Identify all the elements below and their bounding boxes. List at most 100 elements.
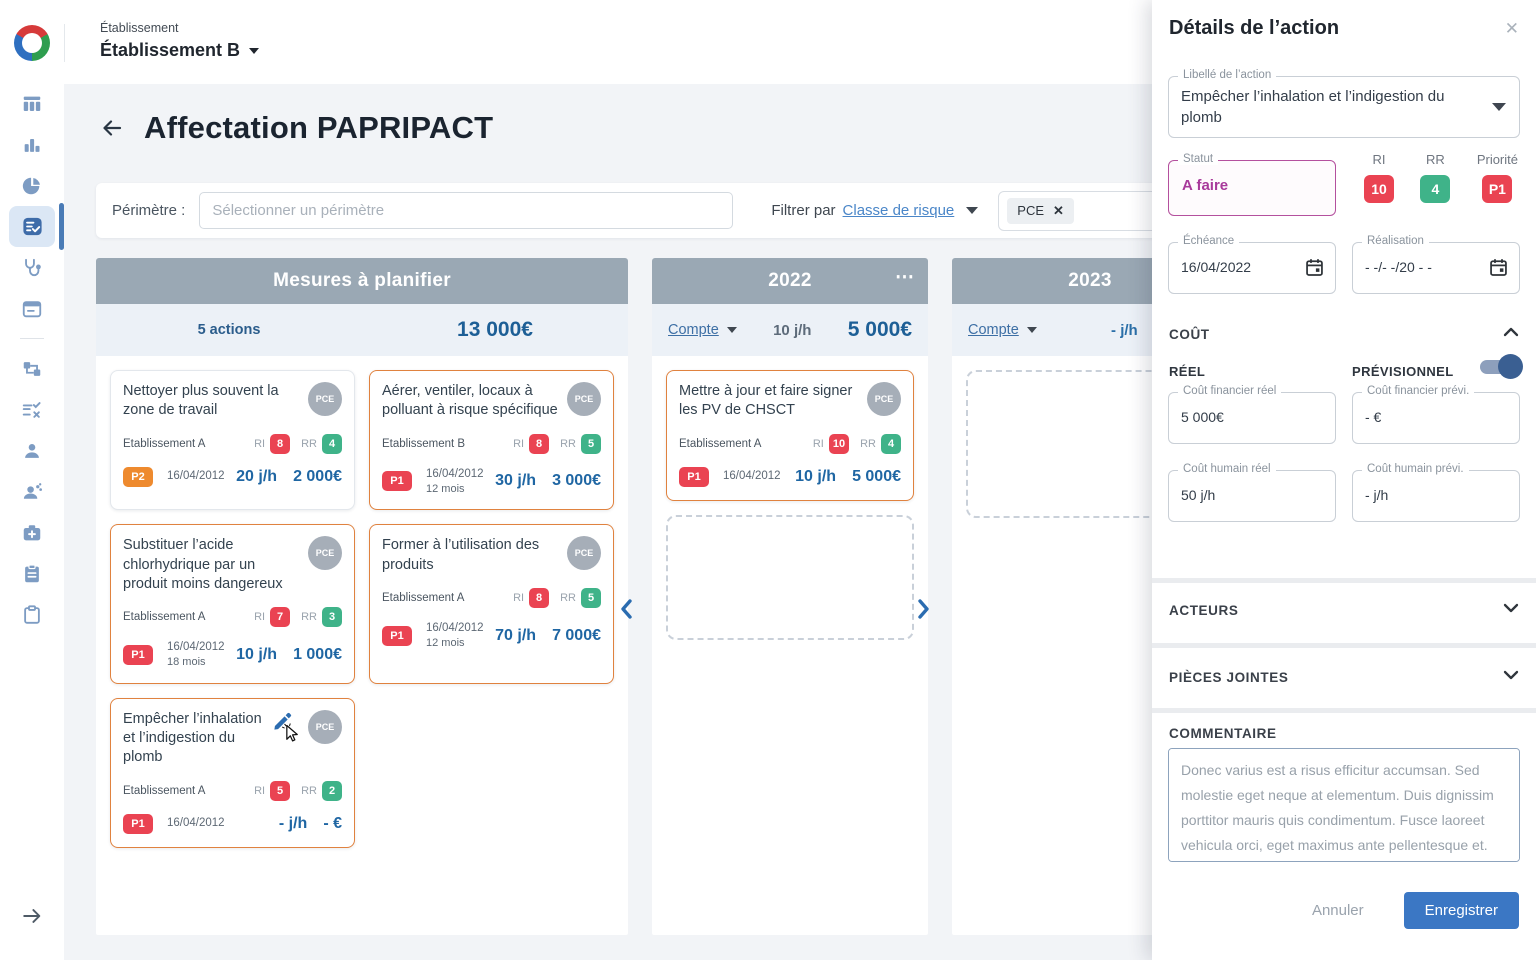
field-value: 5 000€ xyxy=(1181,409,1224,425)
topbar-divider xyxy=(64,24,65,62)
ri-label: RI xyxy=(812,437,824,450)
attachments-section-title: PIÈCES JOINTES xyxy=(1169,670,1289,685)
card-hours: 10 j/h xyxy=(795,467,837,485)
card-duration: 12 mois xyxy=(426,482,465,495)
ri-label: RI xyxy=(254,784,266,797)
risk-class-badge: PCE xyxy=(308,382,342,416)
filter-chip-label: PCE xyxy=(1017,203,1045,218)
completion-date-field[interactable]: Réalisation - -/- -/20 - - xyxy=(1352,235,1520,294)
toggle-knob xyxy=(1498,354,1523,379)
sidebar-item-medical[interactable] xyxy=(0,247,64,288)
card-establishment: Etablissement A xyxy=(123,784,206,797)
comment-textarea[interactable]: Donec varius est a risus efficitur accum… xyxy=(1168,748,1520,862)
forecast-toggle[interactable] xyxy=(1480,354,1523,379)
field-label: Statut xyxy=(1178,153,1219,165)
card-cost: 3 000€ xyxy=(552,472,601,490)
count-selector[interactable]: Compte xyxy=(968,322,1037,338)
real-financial-cost-field[interactable]: Coût financier réel 5 000€ xyxy=(1168,385,1336,444)
risk-class-badge: PCE xyxy=(308,536,342,571)
field-value: 50 j/h xyxy=(1181,487,1216,503)
count-label: Compte xyxy=(668,322,719,338)
sidebar-item-statistics[interactable] xyxy=(0,124,64,165)
card-cost: 7 000€ xyxy=(552,626,601,644)
chevron-down-icon[interactable] xyxy=(1492,103,1506,111)
scroll-left-chevron-icon[interactable] xyxy=(619,598,633,625)
field-label: Coût financier réel xyxy=(1178,385,1282,397)
panel-title: Détails de l’action xyxy=(1169,17,1340,39)
sidebar-item-org-chart[interactable] xyxy=(0,348,64,389)
count-label: Compte xyxy=(968,322,1019,338)
action-card[interactable]: Nettoyer plus souvent la zone de travail… xyxy=(110,370,355,511)
perimeter-input[interactable] xyxy=(199,192,734,229)
status-field[interactable]: Statut A faire xyxy=(1168,153,1336,216)
app-logo-icon xyxy=(14,25,50,61)
scroll-right-chevron-icon[interactable] xyxy=(917,598,931,625)
field-value: - € xyxy=(1365,409,1382,425)
action-card[interactable]: Former à l’utilisation des produits PCE … xyxy=(369,524,614,684)
ri-label: RI xyxy=(254,437,266,450)
sidebar-item-planning[interactable] xyxy=(0,288,64,329)
filter-by-selector[interactable]: Classe de risque xyxy=(842,202,955,219)
due-date-field[interactable]: Échéance 16/04/2022 xyxy=(1168,235,1336,294)
close-icon[interactable]: ✕ xyxy=(1504,19,1519,38)
first-aid-kit-icon xyxy=(23,524,41,540)
forecast-human-cost-field[interactable]: Coût humain prévi. - j/h xyxy=(1352,463,1520,522)
real-cost-label: RÉEL xyxy=(1169,364,1206,379)
action-card-selected[interactable]: Empêcher l’inhalation et l’indigestion d… xyxy=(110,697,355,848)
sidebar-item-audits[interactable] xyxy=(0,553,64,594)
calendar-icon[interactable] xyxy=(1304,257,1325,278)
action-label-select[interactable]: Libellé de l’action Empêcher l’inhalatio… xyxy=(1168,69,1520,138)
action-card[interactable]: Substituer l’acide chlorhydrique par un … xyxy=(110,524,355,684)
back-arrow-icon[interactable] xyxy=(100,116,124,140)
card-title: Former à l’utilisation des produits xyxy=(382,537,540,573)
filter-chip-pce[interactable]: PCE ✕ xyxy=(1007,197,1074,224)
action-card[interactable]: Mettre à jour et faire signer les PV de … xyxy=(666,370,914,501)
edit-pencil-icon[interactable] xyxy=(272,710,294,732)
risk-class-badge: PCE xyxy=(867,382,901,416)
save-button[interactable]: Enregistrer xyxy=(1403,892,1519,929)
chevron-down-icon[interactable] xyxy=(966,207,979,214)
card-hours: 10 j/h xyxy=(236,645,278,663)
collapse-chevron-up-icon[interactable] xyxy=(1503,325,1519,343)
card-title: Substituer l’acide chlorhydrique par un … xyxy=(123,537,283,592)
ri-label: RI xyxy=(513,437,525,450)
sidebar-item-first-aid[interactable] xyxy=(0,512,64,553)
card-hours: 70 j/h xyxy=(495,626,537,644)
mouse-pointer-icon xyxy=(282,722,298,742)
calendar-icon[interactable] xyxy=(1488,257,1509,278)
column-hours: 10 j/h xyxy=(773,321,812,339)
sidebar-item-profile[interactable] xyxy=(0,430,64,471)
rr-label: RR xyxy=(301,611,317,624)
sidebar-item-tasks[interactable] xyxy=(0,389,64,430)
filter-values-field[interactable]: PCE ✕ xyxy=(998,190,1204,231)
card-establishment: Etablissement A xyxy=(123,611,206,624)
rr-badge: 4 xyxy=(881,433,901,454)
forecast-financial-cost-field[interactable]: Coût financier prévi. - € xyxy=(1352,385,1520,444)
column-menu-icon[interactable]: ⋯ xyxy=(895,267,916,288)
sidebar-item-user-management[interactable] xyxy=(0,471,64,512)
drop-placeholder[interactable] xyxy=(666,514,914,640)
sidebar-item-dashboard[interactable] xyxy=(0,83,64,124)
field-value: Empêcher l’inhalation et l’indigestion d… xyxy=(1181,88,1445,126)
card-date: 16/04/2012 xyxy=(167,470,225,483)
expand-chevron-down-icon[interactable] xyxy=(1503,668,1519,686)
count-selector[interactable]: Compte xyxy=(668,322,737,338)
sidebar-item-reports[interactable] xyxy=(0,165,64,206)
remove-chip-icon[interactable]: ✕ xyxy=(1053,202,1064,218)
real-human-cost-field[interactable]: Coût humain réel 50 j/h xyxy=(1168,463,1336,522)
expand-chevron-down-icon[interactable] xyxy=(1503,601,1519,619)
sidebar-collapse-button[interactable] xyxy=(21,905,43,932)
edit-action[interactable] xyxy=(272,710,302,742)
rr-badge: 5 xyxy=(581,433,601,454)
sidebar-item-documents[interactable] xyxy=(0,594,64,635)
column-2022: 2022 ⋯ Compte 10 j/h 5 000€ Mettre à jou… xyxy=(652,258,928,935)
priority-badge: P1 xyxy=(382,625,412,646)
column-total-cost: 13 000€ xyxy=(457,318,533,341)
establishment-selector[interactable]: Établissement B xyxy=(100,40,260,61)
sidebar-item-action-plan[interactable] xyxy=(0,203,64,250)
card-date: 16/04/2012 xyxy=(426,621,484,634)
action-plan-checklist-icon xyxy=(22,217,42,236)
card-title: Nettoyer plus souvent la zone de travail xyxy=(123,383,279,419)
action-card[interactable]: Aérer, ventiler, locaux à polluant à ris… xyxy=(369,370,614,511)
cancel-button[interactable]: Annuler xyxy=(1311,902,1364,919)
